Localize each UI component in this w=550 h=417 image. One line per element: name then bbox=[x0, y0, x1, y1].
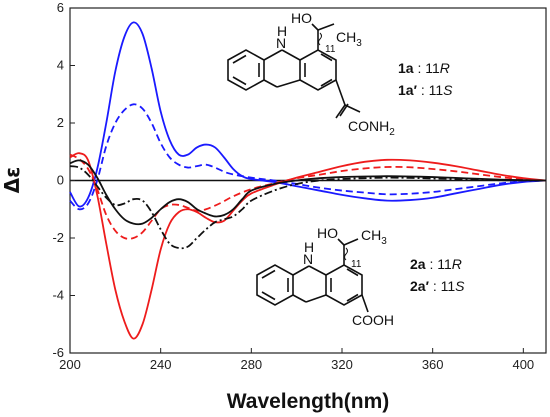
x-axis-label: Wavelength(nm) bbox=[227, 390, 390, 413]
y-axis-label: Δε bbox=[0, 167, 24, 194]
ch3-atom-2a: CH3 bbox=[361, 227, 387, 247]
y-tick-label: -4 bbox=[52, 288, 64, 303]
x-axis-ticks: 200 240 280 320 360 400 bbox=[59, 348, 534, 372]
nh-atom-2a: H bbox=[304, 239, 314, 255]
molecule-2a-structure bbox=[256, 238, 369, 313]
ch3-sub-2a: 3 bbox=[381, 236, 387, 247]
label-1a-r: R bbox=[440, 60, 450, 76]
x-tick-label: 320 bbox=[331, 357, 353, 372]
x-tick-label: 360 bbox=[422, 357, 444, 372]
y-tick-label: -2 bbox=[52, 230, 64, 245]
n-atom-1a: N bbox=[276, 35, 286, 51]
ch3-atom-1a: CH3 bbox=[336, 29, 362, 49]
label-1a: 1a : 11R bbox=[398, 60, 450, 76]
ch3-main-2a: CH bbox=[361, 227, 381, 243]
x-tick-label: 240 bbox=[150, 357, 172, 372]
y-tick-label: 4 bbox=[57, 58, 64, 73]
nh-atom-1a: H bbox=[277, 23, 287, 39]
conh2-sub-1a: 2 bbox=[389, 127, 395, 138]
label-1a-cfg: : 11 bbox=[414, 60, 440, 76]
series-line-6 bbox=[69, 165, 547, 250]
label-2a-prime-cfg: : 11 bbox=[429, 278, 455, 294]
wavy-bond-1a bbox=[318, 32, 322, 46]
n-atom-2a: N bbox=[303, 251, 313, 267]
label-1a-prime: 1a′ : 11S bbox=[398, 82, 453, 98]
label-1a-prime-id: 1a′ bbox=[398, 82, 418, 98]
label-2a-prime-id: 2a′ bbox=[410, 278, 430, 294]
label-2a-id: 2a bbox=[410, 256, 426, 272]
x-tick-label: 200 bbox=[59, 357, 81, 372]
x-tick-label: 400 bbox=[512, 357, 534, 372]
label-1a-prime-s: S bbox=[443, 82, 453, 98]
series-line-5 bbox=[69, 159, 547, 226]
label-2a-r: R bbox=[452, 256, 462, 272]
ho-atom-1a: HO bbox=[291, 10, 312, 26]
c11-label-2a: 11 bbox=[351, 259, 362, 270]
molecule-1a-structure bbox=[227, 23, 361, 119]
y-tick-label: 6 bbox=[57, 0, 64, 15]
x-tick-label: 280 bbox=[240, 357, 262, 372]
y-tick-label: -6 bbox=[52, 345, 64, 360]
ch3-sub-1a: 3 bbox=[356, 38, 362, 49]
series-line-3 bbox=[69, 152, 547, 340]
ho-atom-2a: HO bbox=[317, 225, 338, 241]
conh2-group-1a: CONH2 bbox=[348, 118, 395, 138]
c11-label-1a: 11 bbox=[325, 44, 336, 55]
y-tick-label: 0 bbox=[57, 173, 64, 188]
label-2a: 2a : 11R bbox=[410, 256, 462, 272]
series-line-2 bbox=[69, 103, 547, 211]
conh2-main-1a: CONH bbox=[348, 118, 389, 134]
label-1a-prime-cfg: : 11 bbox=[417, 82, 443, 98]
cooh-group-2a: COOH bbox=[352, 312, 394, 328]
y-tick-label: 2 bbox=[57, 115, 64, 130]
series-line-1 bbox=[69, 21, 547, 208]
label-2a-prime-s: S bbox=[455, 278, 465, 294]
label-2a-prime: 2a′ : 11S bbox=[410, 278, 465, 294]
wavy-bond-2a bbox=[344, 247, 348, 261]
ch3-main-1a: CH bbox=[336, 29, 356, 45]
series-group bbox=[69, 21, 547, 340]
series-line-4 bbox=[69, 153, 547, 240]
label-1a-id: 1a bbox=[398, 60, 414, 76]
y-axis-ticks: -6 -4 -2 0 2 4 6 bbox=[52, 0, 75, 360]
label-2a-cfg: : 11 bbox=[426, 256, 452, 272]
